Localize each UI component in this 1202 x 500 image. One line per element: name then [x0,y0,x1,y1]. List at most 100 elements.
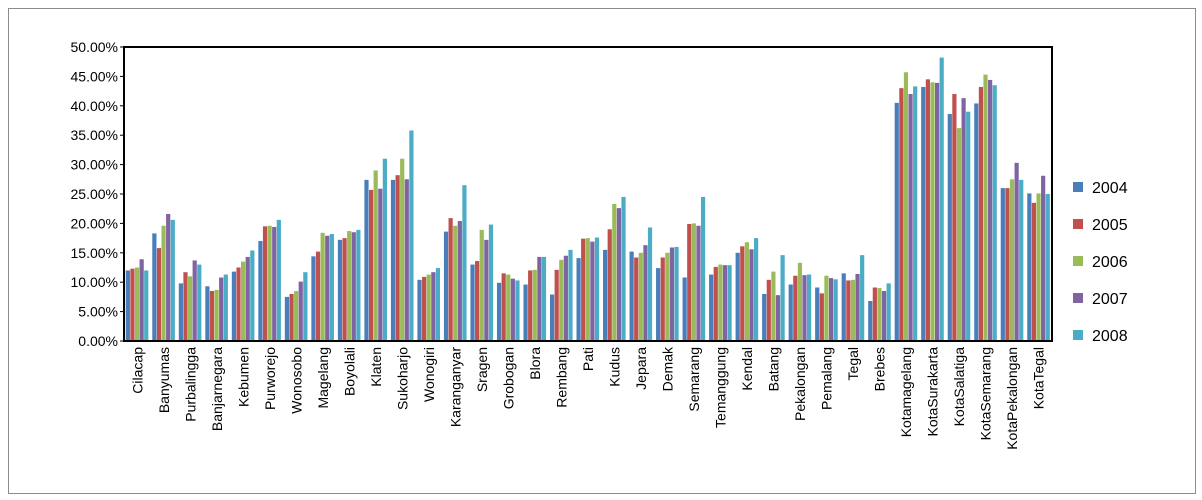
bar-2004 [894,102,899,341]
bar-2008 [913,86,918,342]
y-tick-label: 30.00% [71,157,118,173]
bar-2005 [872,287,877,341]
bar-2004 [125,270,130,341]
bar-2007 [749,249,754,341]
x-tick-label: Kotamagelang [898,347,914,437]
bar-2008 [727,265,732,341]
bar-2006 [532,269,537,341]
bar-2004 [364,179,369,341]
bar-2004 [682,277,687,341]
x-tick-label: KotaSurakarta [925,347,941,437]
x-tick-label: Karanganyar [447,347,463,428]
legend-swatch-2005 [1073,219,1083,229]
bar-2005 [554,269,559,341]
chart-frame [8,8,1196,494]
bar-2005 [581,238,586,341]
chart-bars [125,57,1050,342]
bar-2008 [462,185,467,341]
bar-2004 [258,241,263,341]
legend-swatch-2006 [1073,256,1083,266]
bar-2006 [479,229,484,341]
y-tick-label: 5.00% [78,304,118,320]
bar-2007 [881,291,887,341]
bar-2005 [819,293,824,341]
bar-2005 [342,238,347,341]
bar-2008 [966,111,971,342]
x-tick-label: Brebes [872,347,888,391]
bar-2008 [568,249,573,341]
bar-2007 [908,94,913,341]
bar-2005 [634,257,639,341]
bar-2004 [974,103,979,341]
bar-2006 [294,291,299,341]
bar-2007 [431,272,436,341]
bar-2007 [457,221,462,341]
bar-2006 [320,232,325,341]
x-tick-label: Wonosobo [288,347,304,414]
bar-2006 [956,128,962,341]
x-tick-label: Purworejo [262,347,278,410]
bar-2006 [267,225,272,341]
bar-2004 [947,114,952,341]
bar-2007 [855,273,860,341]
bar-2007 [616,208,622,341]
bar-2006 [161,225,166,341]
legend-label-2006: 2006 [1092,254,1128,271]
bar-2005 [289,293,294,341]
bar-2007 [351,232,356,341]
bar-2007 [961,98,966,341]
x-tick-label: Magelang [315,347,331,409]
bar-2008 [939,57,944,342]
bar-2006 [214,289,219,341]
y-tick-label: 20.00% [71,215,118,231]
x-tick-label: Klaten [368,347,384,387]
x-tick-label: Rembang [553,347,569,408]
legend-label-2008: 2008 [1092,328,1128,345]
bar-2008 [674,246,679,341]
bar-2006 [638,252,643,341]
bar-2008 [541,256,547,341]
bar-2004 [1027,193,1032,341]
bar-2005 [156,248,162,341]
bar-2005 [978,86,984,341]
bar-2005 [315,251,321,341]
bar-2008 [621,196,626,341]
x-tick-label: Wonogiri [421,347,437,402]
bar-2006 [877,288,882,341]
bar-2004 [656,268,661,341]
bar-2008 [303,272,308,341]
bar-2004 [841,273,846,341]
y-tick-label: 0.00% [78,333,118,349]
x-tick-label: Grobogan [500,347,516,409]
bar-2008 [1045,194,1050,341]
bar-2008 [144,270,149,341]
bar-2007 [563,255,568,341]
bar-2006 [1009,179,1015,341]
bar-2008 [886,283,891,341]
bar-2004 [788,284,793,341]
bar-2007 [828,278,834,341]
bar-2008 [329,233,334,341]
x-tick-label: Banyumas [156,347,172,413]
bar-2004 [443,231,449,341]
bar-2006 [134,267,140,341]
bar-2008 [992,85,997,341]
bar-2006 [612,203,617,341]
bar-2006 [771,271,776,341]
bar-2005 [501,273,506,341]
bar-2006 [453,225,458,341]
bar-2004 [735,252,740,341]
bar-2008 [753,238,759,341]
bar-2006 [347,231,352,341]
bar-2004 [284,296,290,341]
bar-2004 [337,239,343,341]
bar-2004 [868,301,873,341]
bar-2007 [775,295,781,341]
bar-2007 [696,225,701,341]
bar-2006 [1036,193,1041,341]
bar-2007 [404,179,409,341]
x-tick-label: Tegal [845,347,861,380]
bar-2004 [603,249,608,341]
x-tick-label: Batang [766,347,782,391]
